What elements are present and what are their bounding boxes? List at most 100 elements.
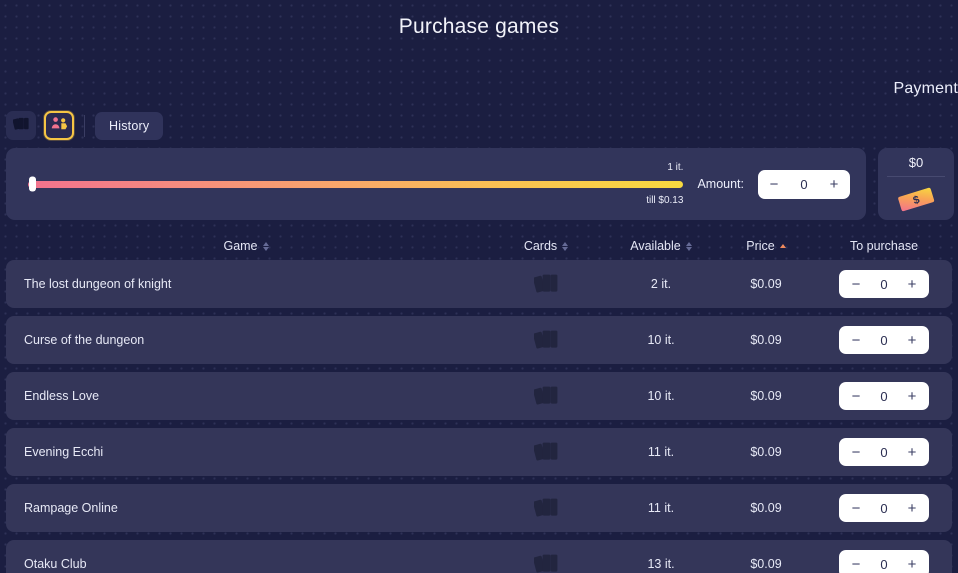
- slider-caption-bottom: till $0.13: [646, 195, 684, 206]
- cell-game: Endless Love: [24, 389, 100, 403]
- row-purchase-value[interactable]: 0: [880, 388, 888, 404]
- amount-increment-button[interactable]: +: [829, 175, 839, 193]
- cards-icon: [532, 272, 559, 297]
- table-row[interactable]: Rampage Online 11 it. $0.09 − 0 +: [6, 484, 952, 532]
- tab-cards[interactable]: [6, 111, 36, 140]
- row-decrement-button[interactable]: −: [851, 275, 861, 293]
- user-trade-icon: [51, 116, 68, 136]
- table-row[interactable]: The lost dungeon of knight 2 it. $0.09 − 0 +: [6, 260, 952, 308]
- row-increment-button[interactable]: +: [907, 499, 917, 517]
- cell-game: Otaku Club: [24, 557, 87, 571]
- row-increment-button[interactable]: +: [907, 443, 917, 461]
- cell-price: $0.09: [750, 445, 782, 459]
- payment-label: Payment: [893, 80, 958, 97]
- column-header-cards-label: Cards: [523, 239, 558, 253]
- sort-icon-available[interactable]: [685, 241, 692, 251]
- cell-price: $0.09: [750, 389, 782, 403]
- cell-price: $0.09: [750, 557, 782, 571]
- row-purchase-stepper[interactable]: − 0 +: [839, 326, 929, 354]
- column-header-game[interactable]: Game: [6, 239, 486, 253]
- cell-available: 2 it.: [650, 277, 672, 291]
- row-increment-button[interactable]: +: [907, 331, 917, 349]
- column-header-available-label: Available: [630, 239, 681, 253]
- cell-to-purchase: − 0 +: [816, 438, 952, 466]
- cards-icon: [12, 116, 30, 136]
- row-increment-button[interactable]: +: [907, 555, 917, 573]
- amount-decrement-button[interactable]: −: [769, 175, 779, 193]
- cell-to-purchase: − 0 +: [816, 550, 952, 573]
- column-header-to-purchase-label: To purchase: [849, 239, 919, 253]
- purchase-controls-row: 1 it. till $0.13 Amount: − 0 + $0: [6, 148, 954, 220]
- column-header-price-label: Price: [746, 239, 775, 253]
- payment-divider: [887, 176, 945, 177]
- row-purchase-value[interactable]: 0: [880, 444, 888, 460]
- cell-game: The lost dungeon of knight: [24, 277, 172, 291]
- row-decrement-button[interactable]: −: [851, 387, 861, 405]
- cards-icon: [532, 440, 559, 465]
- table-row[interactable]: Otaku Club 13 it. $0.09 − 0 +: [6, 540, 952, 573]
- row-purchase-stepper[interactable]: − 0 +: [839, 382, 929, 410]
- row-purchase-value[interactable]: 0: [880, 276, 888, 292]
- row-increment-button[interactable]: +: [907, 275, 917, 293]
- games-table: Game Cards Available Price To purchase T…: [0, 232, 958, 573]
- row-purchase-stepper[interactable]: − 0 +: [839, 270, 929, 298]
- table-row[interactable]: Curse of the dungeon 10 it. $0.09 − 0 +: [6, 316, 952, 364]
- sort-icon-game[interactable]: [262, 241, 269, 251]
- row-purchase-stepper[interactable]: − 0 +: [839, 438, 929, 466]
- cell-game: Evening Ecchi: [24, 445, 104, 459]
- column-header-price[interactable]: Price: [716, 239, 816, 253]
- cards-icon: [532, 496, 559, 521]
- tab-trade[interactable]: [44, 111, 74, 140]
- cell-available: 11 it.: [647, 501, 675, 515]
- table-row[interactable]: Evening Ecchi 11 it. $0.09 − 0 +: [6, 428, 952, 476]
- slider-caption-top: 1 it.: [667, 162, 684, 173]
- cell-cards: [486, 440, 606, 465]
- history-button[interactable]: History: [95, 111, 164, 140]
- cell-available: 10 it.: [647, 389, 675, 403]
- row-purchase-value[interactable]: 0: [880, 500, 888, 516]
- cell-game: Rampage Online: [24, 501, 118, 515]
- cards-icon: [532, 328, 559, 353]
- row-purchase-value[interactable]: 0: [880, 332, 888, 348]
- slider-handle[interactable]: [29, 176, 36, 192]
- row-purchase-value[interactable]: 0: [880, 556, 888, 572]
- cell-available: 13 it.: [647, 557, 675, 571]
- page-title: Purchase games: [398, 15, 560, 38]
- cell-to-purchase: − 0 +: [816, 326, 952, 354]
- quantity-slider[interactable]: 1 it. till $0.13: [28, 161, 684, 207]
- column-header-cards[interactable]: Cards: [486, 239, 606, 253]
- cell-cards: [486, 384, 606, 409]
- column-header-to-purchase: To purchase: [816, 239, 952, 253]
- amount-value[interactable]: 0: [800, 176, 808, 192]
- payment-total: $0: [908, 155, 924, 170]
- row-purchase-stepper[interactable]: − 0 +: [839, 550, 929, 573]
- row-purchase-stepper[interactable]: − 0 +: [839, 494, 929, 522]
- column-header-available[interactable]: Available: [606, 239, 716, 253]
- row-decrement-button[interactable]: −: [851, 331, 861, 349]
- amount-stepper[interactable]: − 0 +: [758, 169, 850, 199]
- sort-icon-cards[interactable]: [562, 241, 569, 251]
- table-header-row: Game Cards Available Price To purchase: [0, 232, 958, 260]
- cell-to-purchase: − 0 +: [816, 494, 952, 522]
- cell-cards: [486, 552, 606, 573]
- cell-cards: [486, 328, 606, 353]
- row-increment-button[interactable]: +: [907, 387, 917, 405]
- cell-available: 11 it.: [647, 445, 675, 459]
- payment-card[interactable]: $0 $: [878, 148, 954, 220]
- row-decrement-button[interactable]: −: [851, 499, 861, 517]
- cell-to-purchase: − 0 +: [816, 382, 952, 410]
- amount-label: Amount:: [697, 177, 744, 191]
- cell-game: Curse of the dungeon: [24, 333, 145, 347]
- slider-track[interactable]: [28, 180, 684, 188]
- row-decrement-button[interactable]: −: [851, 443, 861, 461]
- row-decrement-button[interactable]: −: [851, 555, 861, 573]
- banknote-icon: $: [895, 184, 937, 219]
- cell-price: $0.09: [750, 277, 782, 291]
- cell-available: 10 it.: [647, 333, 675, 347]
- table-body: The lost dungeon of knight 2 it. $0.09 − 0 +…: [0, 260, 958, 573]
- table-row[interactable]: Endless Love 10 it. $0.09 − 0 +: [6, 372, 952, 420]
- cell-to-purchase: − 0 +: [816, 270, 952, 298]
- column-header-game-label: Game: [223, 239, 258, 253]
- sort-icon-price[interactable]: [779, 244, 786, 248]
- slider-panel: 1 it. till $0.13 Amount: − 0 +: [6, 148, 866, 220]
